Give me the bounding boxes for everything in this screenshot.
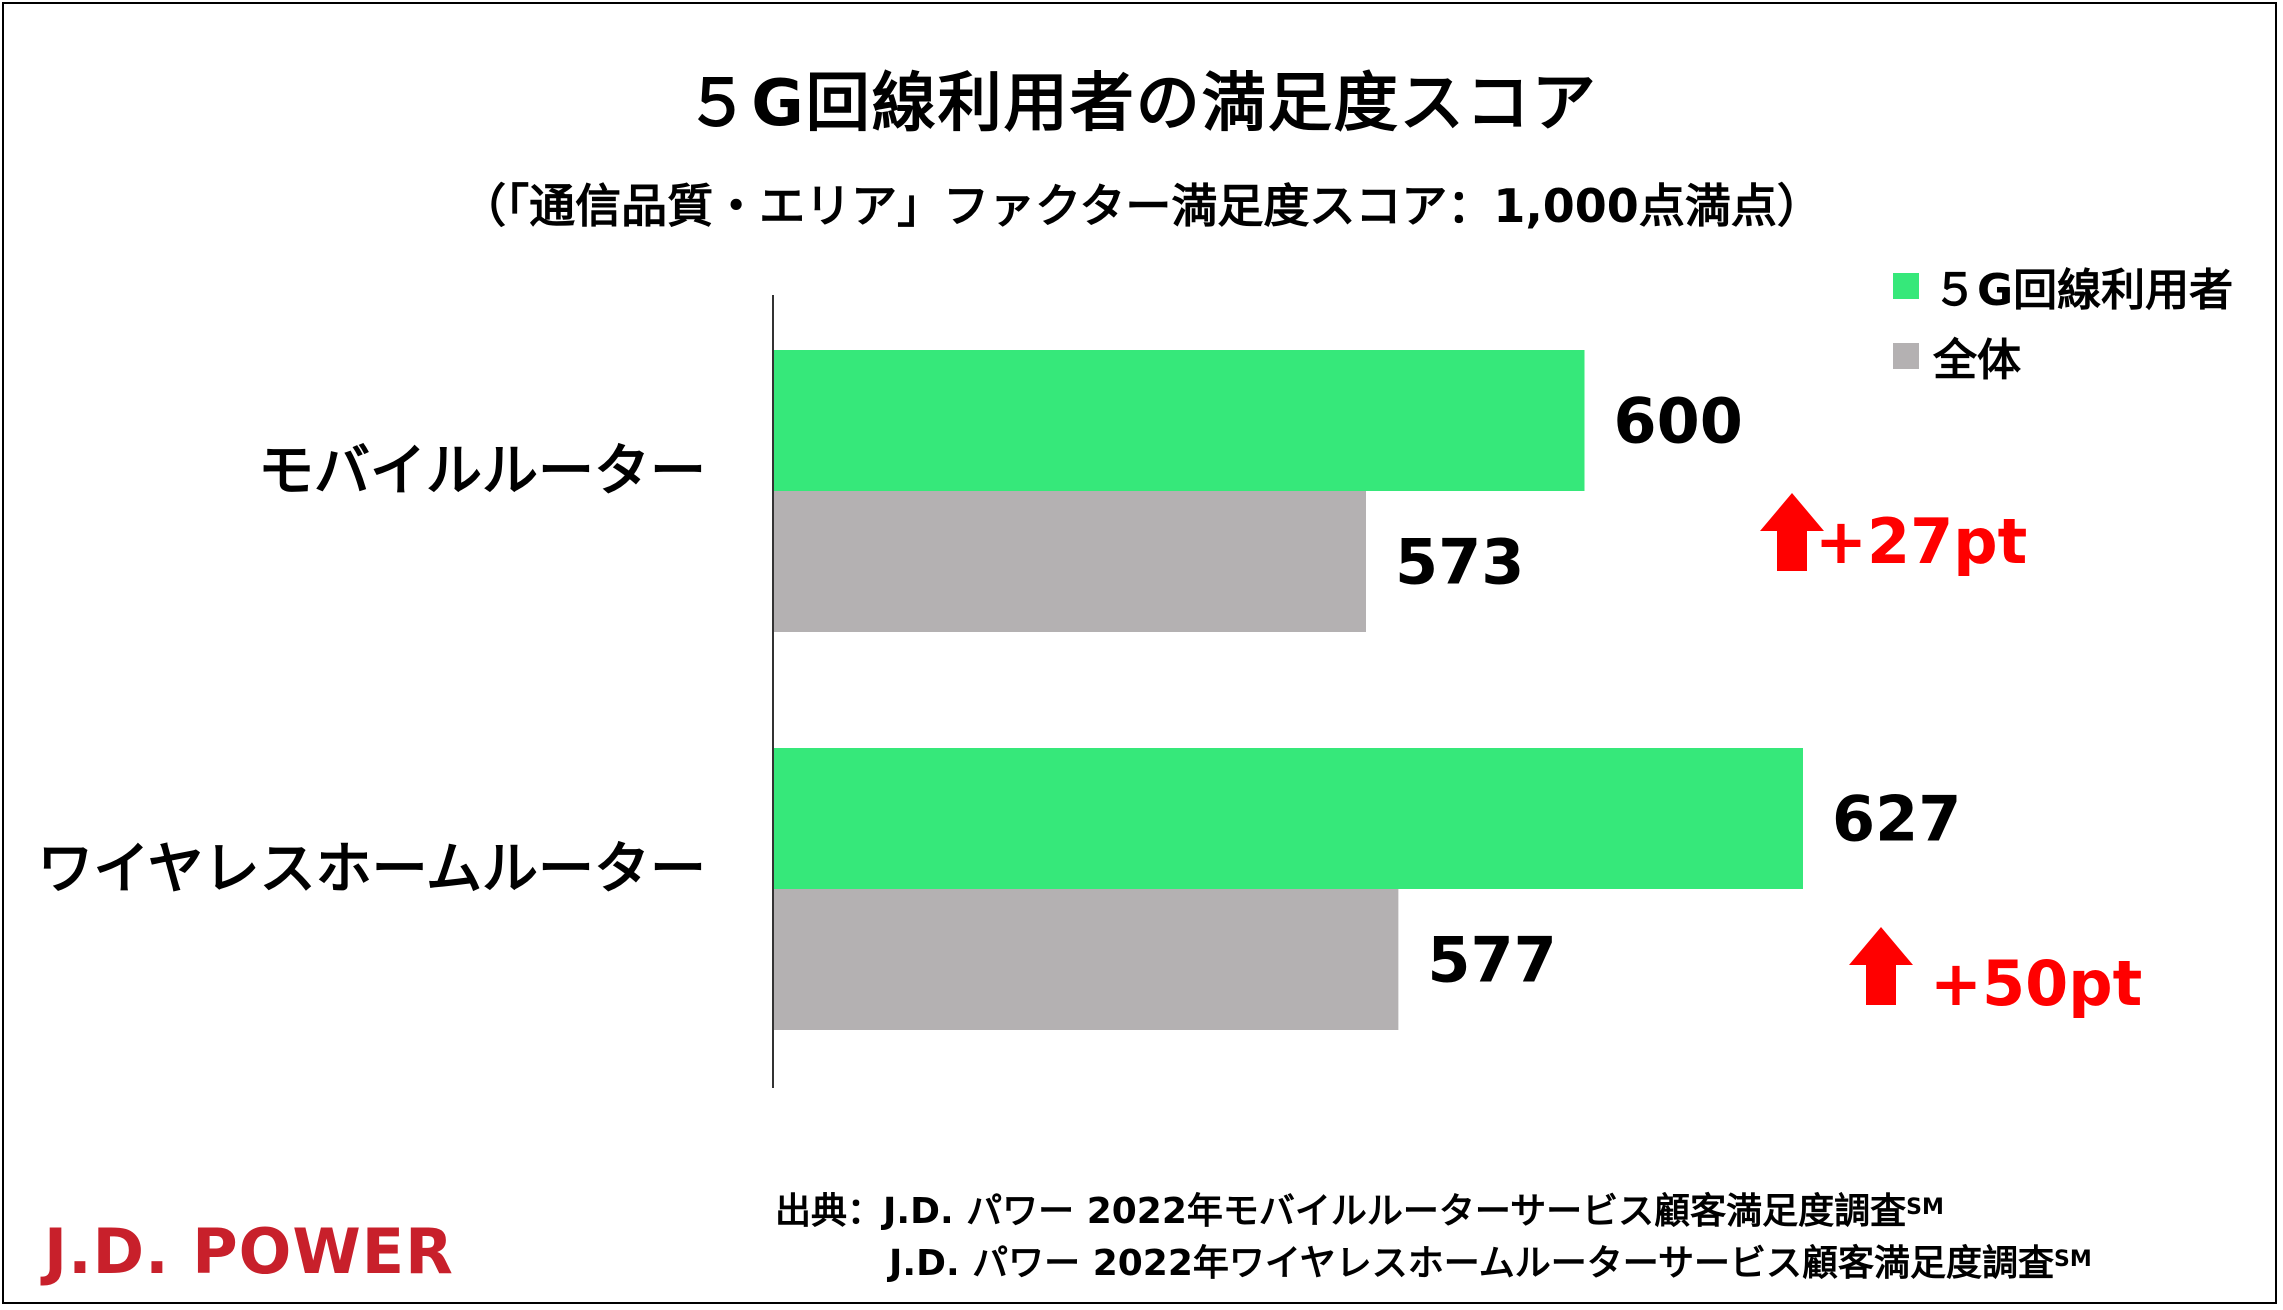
legend-item-5g: ５G回線利用者 [1893, 258, 2233, 316]
source-line-1-text: 出典：J.D. パワー 2022年モバイルルーターサービス顧客満足度調査 [775, 1191, 1907, 1232]
bar-value-label: 627 [1832, 783, 1961, 856]
bar-value-label: 600 [1614, 385, 1743, 458]
jd-power-logo: J.D. POWER [44, 1215, 454, 1288]
up-arrow-icon [1849, 927, 1913, 1005]
up-arrow-icon [1760, 493, 1824, 571]
bar [774, 491, 1366, 632]
bar [774, 748, 1803, 889]
bar-value-label: 577 [1427, 924, 1556, 997]
service-mark-2: SM [2054, 1247, 2092, 1272]
bar [774, 350, 1585, 491]
category-label: モバイルルーター [258, 439, 706, 504]
legend-swatch-overall [1893, 343, 1919, 369]
chart-title: ５G回線利用者の満足度スコア [685, 67, 1598, 141]
difference-label: +27pt [1815, 505, 2027, 578]
bar-value-label: 573 [1395, 526, 1524, 599]
source-line-2: J.D. パワー 2022年ワイヤレスホームルーターサービス顧客満足度調査SM [775, 1238, 2092, 1290]
legend-label-5g: ５G回線利用者 [1933, 265, 2234, 316]
category-label: ワイヤレスホームルーター [37, 837, 706, 902]
bar [774, 889, 1399, 1030]
difference-label: +50pt [1930, 947, 2142, 1020]
legend-item-overall: 全体 [1893, 328, 2233, 386]
source-line-2-text: J.D. パワー 2022年ワイヤレスホームルーターサービス顧客満足度調査 [889, 1243, 2055, 1284]
service-mark-1: SM [1906, 1195, 1944, 1220]
source-note: 出典：J.D. パワー 2022年モバイルルーターサービス顧客満足度調査SM J… [775, 1186, 2092, 1290]
chart-subtitle: （「通信品質・エリア」ファクター満足度スコア：1,000点満点） [460, 179, 1823, 233]
source-line-1: 出典：J.D. パワー 2022年モバイルルーターサービス顧客満足度調査SM [775, 1186, 2092, 1238]
legend: ５G回線利用者 全体 [1893, 258, 2233, 398]
legend-label-overall: 全体 [1933, 335, 2021, 386]
legend-swatch-5g [1893, 273, 1919, 299]
